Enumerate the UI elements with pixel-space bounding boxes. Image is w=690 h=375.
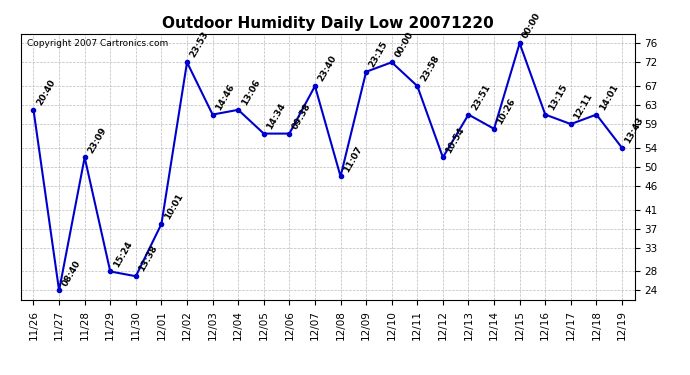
Text: 23:40: 23:40 (316, 54, 339, 83)
Text: 23:53: 23:53 (188, 30, 210, 60)
Text: 14:01: 14:01 (598, 82, 620, 112)
Text: 14:34: 14:34 (265, 101, 288, 131)
Text: 11:07: 11:07 (342, 144, 364, 174)
Text: 23:15: 23:15 (368, 40, 390, 69)
Text: 00:00: 00:00 (521, 12, 543, 40)
Text: Copyright 2007 Cartronics.com: Copyright 2007 Cartronics.com (27, 39, 168, 48)
Text: 13:38: 13:38 (137, 244, 159, 273)
Text: 23:09: 23:09 (86, 125, 108, 154)
Text: 12:11: 12:11 (572, 92, 594, 121)
Text: 13:06: 13:06 (239, 78, 262, 107)
Text: 13:15: 13:15 (546, 82, 569, 112)
Text: 10:26: 10:26 (495, 97, 518, 126)
Text: 15:24: 15:24 (112, 239, 134, 269)
Text: 23:58: 23:58 (419, 54, 441, 83)
Text: 08:40: 08:40 (61, 258, 83, 288)
Text: 00:00: 00:00 (393, 31, 415, 60)
Text: 23:51: 23:51 (470, 82, 492, 112)
Text: 20:40: 20:40 (35, 78, 57, 107)
Text: 13:43: 13:43 (623, 116, 646, 145)
Text: 10:54: 10:54 (444, 125, 466, 154)
Text: 10:01: 10:01 (163, 192, 185, 221)
Text: 09:38: 09:38 (290, 102, 313, 131)
Title: Outdoor Humidity Daily Low 20071220: Outdoor Humidity Daily Low 20071220 (162, 16, 493, 31)
Text: 14:46: 14:46 (214, 82, 236, 112)
